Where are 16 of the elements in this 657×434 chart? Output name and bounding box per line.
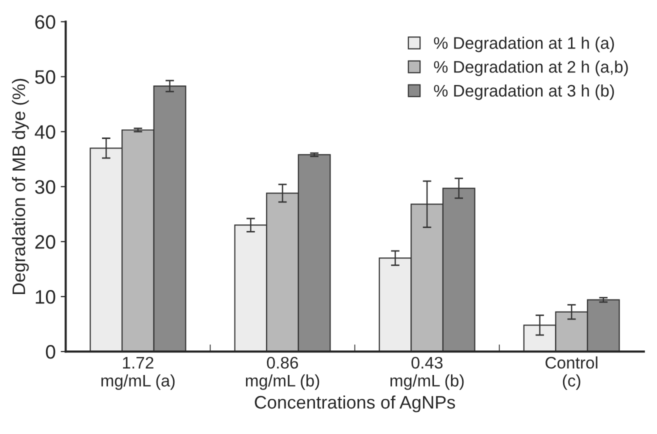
y-tick-label: 30 (35, 180, 56, 194)
y-tick-label: 40 (34, 125, 56, 139)
y-tick-label: 10 (36, 290, 56, 304)
legend-label: % Degradation at 2 h (a,b) (434, 60, 628, 76)
legend-label: % Degradation at 1 h (a) (434, 36, 614, 52)
y-axis-title: Degradation of MB dye (%) (12, 78, 29, 294)
x-tick-label: 0.86 mg/mL (b) (246, 356, 320, 390)
y-tick-label: 60 (35, 15, 56, 29)
x-tick-label: 1.72 mg/mL (a) (101, 356, 175, 390)
y-tick-label: 0 (46, 345, 56, 359)
y-tick-label: 20 (35, 235, 56, 249)
y-tick-label: 50 (35, 70, 56, 84)
x-tick-label: 0.43 mg/mL (b) (390, 356, 464, 390)
x-tick-label: Control (c) (546, 356, 598, 390)
legend-label: % Degradation at 3 h (b) (434, 84, 614, 100)
x-axis-title: Concentrations of AgNPs (254, 395, 455, 412)
